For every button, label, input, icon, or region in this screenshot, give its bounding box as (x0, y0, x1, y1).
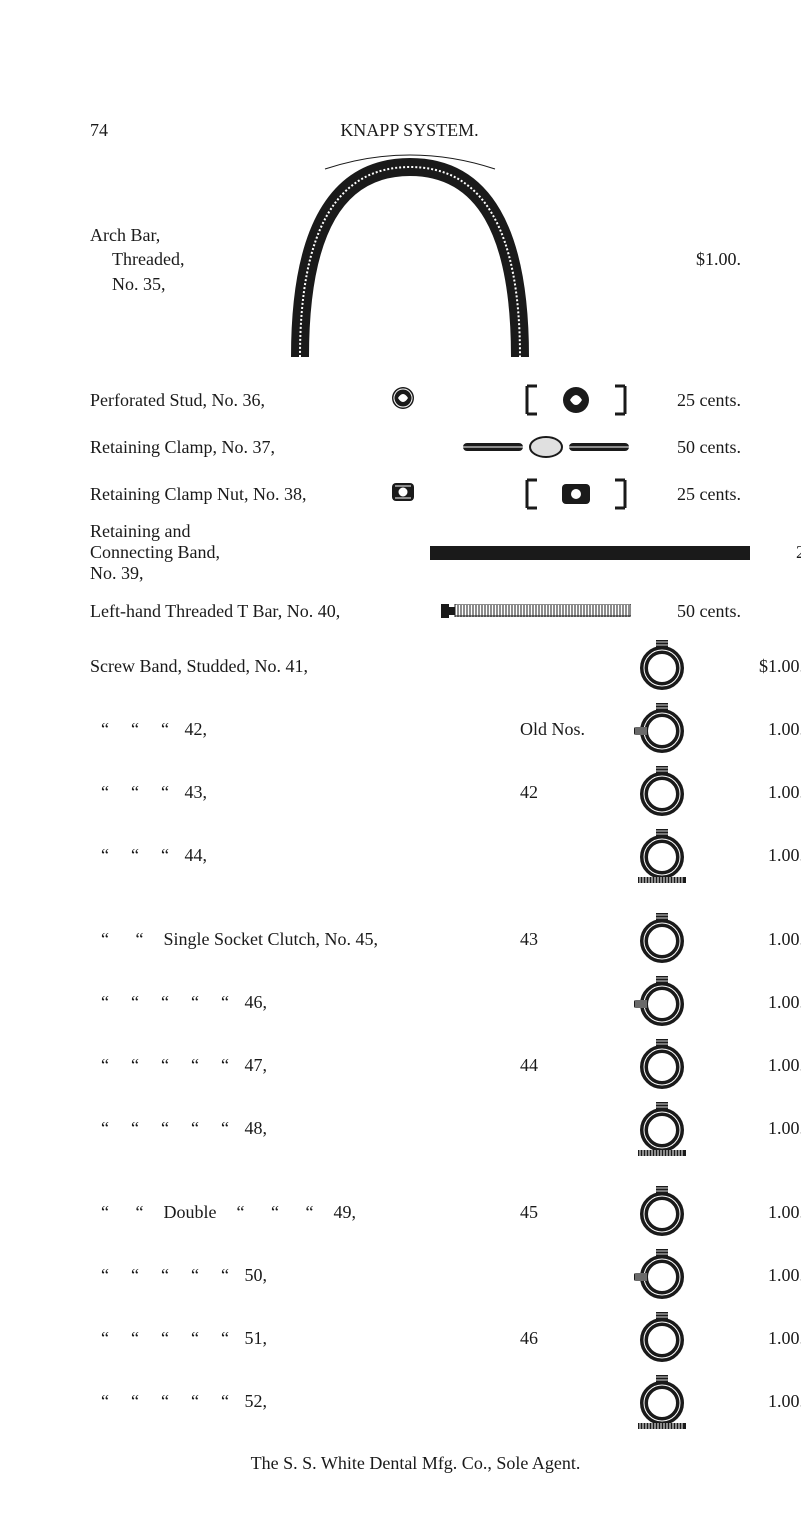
item-label: “““ 42, (90, 719, 520, 740)
item-label: “““ 44, (90, 845, 520, 866)
item-end-illustration (430, 476, 631, 512)
item-end-illustration (430, 382, 631, 418)
item-price: 1.00. (694, 719, 801, 740)
item-end-illustration (430, 546, 750, 560)
screw-band-lead-price: $1.00. (694, 656, 801, 677)
header-title: KNAPP SYSTEM. (340, 120, 478, 141)
double-socket-lead-price: 1.00. (694, 1202, 801, 1223)
item-label: “““““ 52, (90, 1391, 520, 1412)
clutch-icon (630, 701, 694, 757)
item-label: Retaining Clamp Nut, No. 38, (90, 484, 390, 505)
catalog-row: “““ 42,Old Nos.1.00. (90, 701, 741, 757)
screw-band-lead: Screw Band, Studded, No. 41, (90, 656, 520, 677)
item-price: 1.00. (694, 1265, 801, 1286)
item-label: “““ 43, (90, 782, 520, 803)
catalog-row: Retaining Clamp, No. 37, 50 cents. (90, 427, 741, 467)
item-end-illustration (430, 436, 631, 458)
old-number: Old Nos. (520, 719, 630, 740)
item-price: 1.00. (694, 1118, 801, 1139)
item-price: 1.00. (694, 1328, 801, 1349)
arch-bar-line3: No. 35, (112, 272, 184, 296)
clutch-icon (630, 764, 694, 820)
clutch-icon (630, 1247, 694, 1303)
item-label: Perforated Stud, No. 36, (90, 390, 390, 411)
item-price: 1.00. (694, 1055, 801, 1076)
item-price: 1.00. (694, 992, 801, 1013)
clutch-icon (630, 1184, 694, 1240)
catalog-row: Perforated Stud, No. 36, 25 cents. (90, 380, 741, 420)
clutch-icon (630, 1100, 694, 1156)
arch-bar-line2: Threaded, (112, 247, 184, 271)
catalog-row: Left-hand Threaded T Bar, No. 40, 50 cent… (90, 591, 741, 631)
page-number: 74 (90, 120, 108, 141)
item-end-illustration (430, 604, 631, 618)
arch-bar-line1: Arch Bar, (90, 223, 184, 247)
catalog-row: “““ 44,1.00. (90, 827, 741, 883)
single-socket-lead-old: 43 (520, 929, 630, 950)
clutch-icon (630, 911, 694, 967)
catalog-row: “““““ 48,1.00. (90, 1100, 741, 1156)
catalog-row: “““““ 46,1.00. (90, 974, 741, 1030)
item-label: “““““ 50, (90, 1265, 520, 1286)
arch-bar-price: $1.00. (696, 249, 741, 270)
double-socket-lead: “ “ Double “ “ “ 49, (90, 1202, 520, 1223)
item-price: 25 cents. (631, 390, 741, 411)
catalog-row: Retaining and Connecting Band, No. 39,25… (90, 521, 741, 584)
item-label: “““““ 46, (90, 992, 520, 1013)
footer-text: The S. S. White Dental Mfg. Co., Sole Ag… (90, 1453, 741, 1474)
catalog-row: “““““ 51,461.00. (90, 1310, 741, 1366)
arch-bar-label: Arch Bar, Threaded, No. 35, (90, 223, 184, 296)
item-price: 1.00. (694, 1391, 801, 1412)
clutch-icon (630, 1037, 694, 1093)
clutch-icon (630, 1310, 694, 1366)
item-label: Retaining and Connecting Band, No. 39, (90, 521, 390, 584)
item-price: 50 cents. (631, 601, 741, 622)
item-label: Retaining Clamp, No. 37, (90, 437, 390, 458)
item-label: “““““ 48, (90, 1118, 520, 1139)
item-small-icon (390, 481, 430, 508)
item-label: “““““ 47, (90, 1055, 520, 1076)
catalog-row: “““““ 52,1.00. (90, 1373, 741, 1429)
clutch-icon (630, 827, 694, 883)
old-number: 44 (520, 1055, 630, 1076)
catalog-row: “““““ 50,1.00. (90, 1247, 741, 1303)
old-number: 42 (520, 782, 630, 803)
item-price: 25 cents. (631, 484, 741, 505)
double-socket-lead-old: 45 (520, 1202, 630, 1223)
item-price: 1.00. (694, 845, 801, 866)
clutch-icon (630, 1373, 694, 1429)
old-number: 46 (520, 1328, 630, 1349)
catalog-row: “““““ 47,441.00. (90, 1037, 741, 1093)
item-price: 1.00. (694, 782, 801, 803)
catalog-row: “““ 43,421.00. (90, 764, 741, 820)
catalog-row: Retaining Clamp Nut, No. 38, 25 cents. (90, 474, 741, 514)
item-small-icon (390, 385, 430, 416)
single-socket-lead: “ “ Single Socket Clutch, No. 45, (90, 929, 520, 950)
clutch-icon (630, 974, 694, 1030)
item-label: “““““ 51, (90, 1328, 520, 1349)
clutch-icon (630, 638, 694, 694)
item-price: 50 cents. (631, 437, 741, 458)
arch-bar-illustration (270, 147, 550, 372)
item-price: 25 cents. (750, 542, 801, 563)
single-socket-lead-price: 1.00. (694, 929, 801, 950)
item-label: Left-hand Threaded T Bar, No. 40, (90, 601, 390, 622)
